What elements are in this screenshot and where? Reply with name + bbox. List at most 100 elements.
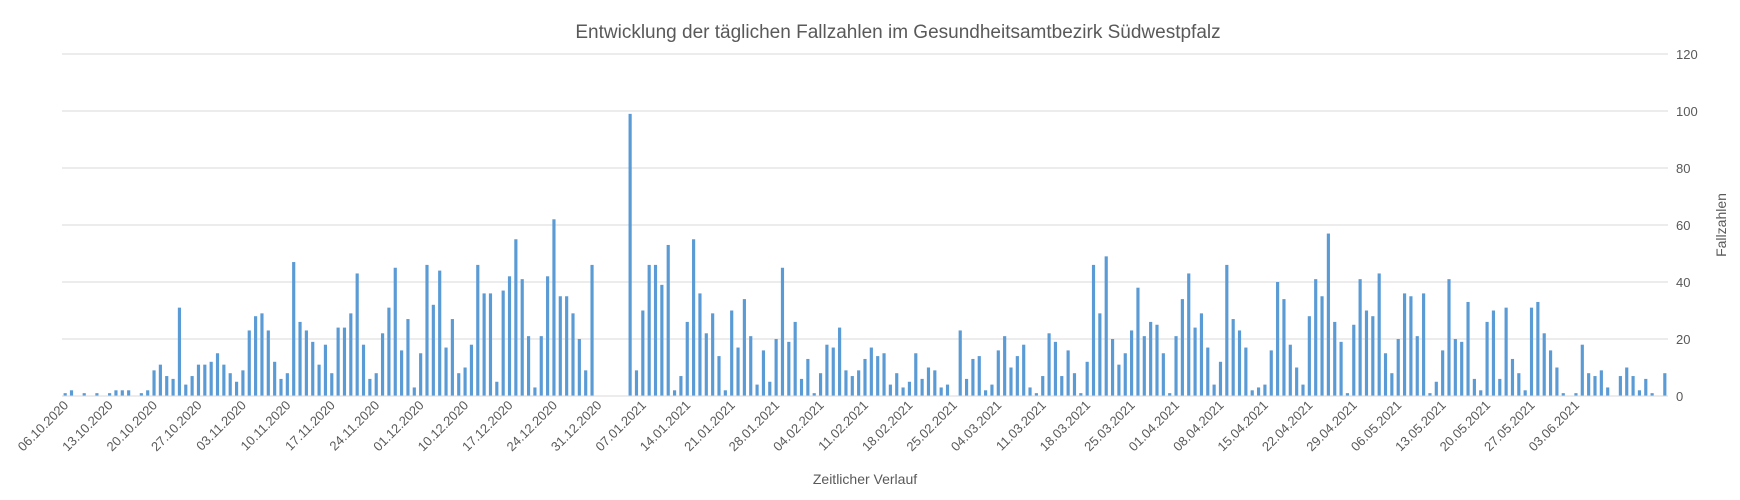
bar — [1504, 307, 1508, 396]
bar — [1288, 344, 1292, 396]
bar — [685, 321, 689, 396]
bar — [793, 321, 797, 396]
bar — [457, 373, 461, 396]
bar — [400, 350, 404, 396]
bar — [1606, 387, 1610, 396]
bar — [482, 293, 486, 396]
bar — [812, 393, 816, 396]
bar — [660, 284, 664, 396]
bar — [825, 344, 829, 396]
bar — [1631, 376, 1635, 396]
bar — [1460, 341, 1464, 396]
bar — [241, 370, 245, 396]
y-tick-label: 0 — [1676, 389, 1683, 404]
bar — [895, 373, 899, 396]
bar — [641, 310, 645, 396]
bar — [1422, 293, 1426, 396]
bar — [1117, 364, 1121, 396]
bar — [63, 393, 67, 396]
bar — [1618, 376, 1622, 396]
bars — [63, 113, 1667, 396]
bar — [266, 330, 270, 396]
bar — [1555, 367, 1559, 396]
bar — [526, 336, 531, 396]
bar — [704, 333, 708, 396]
y-axis-ticks: 0 20 40 60 80 100 120 — [1676, 47, 1698, 404]
bar — [1485, 321, 1489, 396]
bar — [1625, 367, 1629, 396]
bar — [533, 387, 537, 396]
bar — [254, 316, 258, 396]
bar — [1498, 378, 1502, 396]
bar — [1593, 376, 1597, 396]
bar — [463, 367, 467, 396]
bar — [406, 319, 410, 396]
bar — [507, 276, 512, 396]
bar — [1212, 384, 1216, 396]
bar — [1371, 316, 1375, 396]
bar — [120, 390, 124, 396]
bar — [1149, 321, 1153, 396]
bar — [1263, 384, 1267, 396]
bar — [1231, 319, 1235, 396]
bar — [209, 361, 213, 396]
bar — [114, 390, 118, 396]
bar — [520, 279, 524, 396]
bar — [996, 350, 1000, 396]
bar — [565, 296, 569, 396]
bar — [971, 358, 975, 396]
bar — [1218, 361, 1223, 396]
bar — [539, 336, 543, 396]
bar — [1466, 301, 1470, 396]
bar — [1142, 336, 1146, 396]
bar — [717, 356, 721, 396]
bar — [228, 373, 232, 396]
bar — [1009, 367, 1013, 396]
bar — [571, 313, 575, 396]
bar — [914, 353, 918, 396]
bar — [1536, 301, 1540, 396]
bar — [1269, 350, 1273, 396]
bar — [1345, 393, 1350, 396]
bar — [1339, 341, 1343, 396]
bar — [1187, 273, 1191, 396]
bar — [1517, 373, 1521, 396]
bar — [1091, 264, 1096, 396]
bar — [1193, 327, 1197, 396]
bar — [196, 364, 201, 396]
bar — [222, 364, 226, 396]
bar — [939, 387, 943, 396]
bar — [806, 358, 810, 396]
bar — [1453, 339, 1457, 396]
bar — [1428, 393, 1432, 396]
bar — [1028, 387, 1032, 396]
bar — [501, 290, 505, 396]
bar — [1104, 256, 1108, 396]
y-axis-label: Fallzahlen — [1713, 193, 1729, 257]
bar — [323, 344, 328, 396]
bar — [82, 393, 86, 396]
bar — [108, 393, 112, 396]
bar — [1650, 393, 1654, 396]
bar — [292, 262, 296, 396]
bar — [1168, 393, 1172, 396]
bar — [349, 313, 353, 396]
bar — [647, 264, 651, 396]
bar — [958, 330, 962, 396]
bar — [1320, 296, 1324, 396]
bar — [190, 376, 194, 396]
bar — [342, 327, 347, 396]
bar — [768, 381, 772, 396]
bar — [1441, 350, 1445, 396]
bar — [730, 310, 734, 396]
bar — [888, 384, 892, 396]
bar — [215, 353, 220, 396]
y-tick-label: 120 — [1676, 47, 1698, 62]
y-tick-label: 80 — [1676, 161, 1690, 176]
bar — [1098, 313, 1102, 396]
bar — [279, 378, 283, 396]
bar — [171, 378, 175, 396]
bar — [146, 390, 150, 396]
bar — [799, 378, 804, 396]
bar — [1244, 347, 1248, 396]
